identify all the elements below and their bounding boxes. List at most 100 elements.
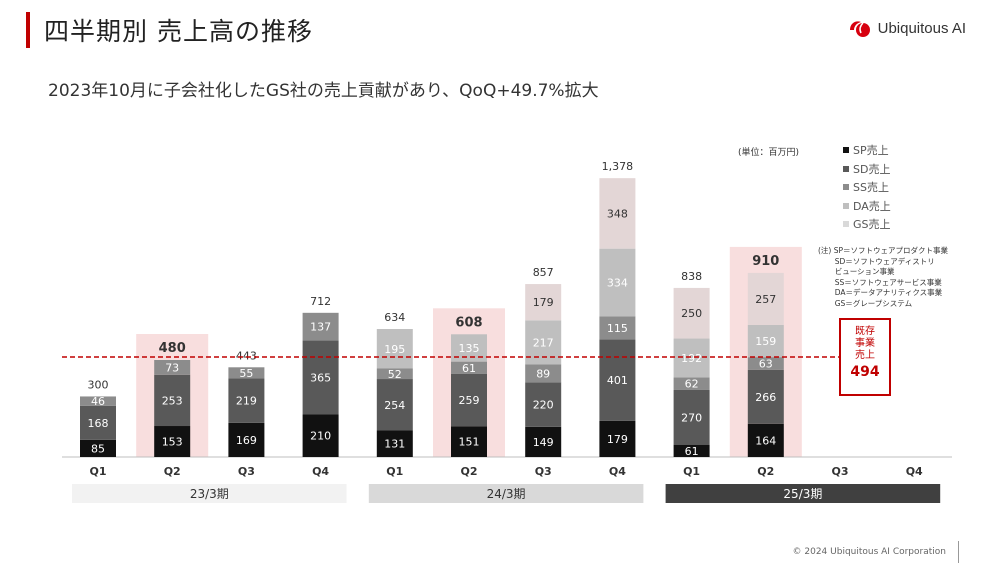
total-label: 712 bbox=[310, 295, 331, 308]
legend-swatch bbox=[843, 147, 849, 154]
data-label: 85 bbox=[91, 442, 105, 455]
tick-label: Q4 bbox=[312, 465, 329, 478]
title-accent-bar bbox=[26, 12, 30, 48]
data-label: 89 bbox=[536, 367, 550, 380]
bar-segment bbox=[599, 339, 636, 421]
legend-swatch bbox=[843, 202, 849, 209]
data-label: 220 bbox=[533, 399, 554, 412]
total-label: 838 bbox=[681, 270, 702, 283]
existing-business-value: 494 bbox=[850, 364, 880, 380]
bar-segment bbox=[228, 367, 265, 379]
period-band bbox=[665, 484, 941, 503]
bar-segment bbox=[525, 364, 562, 383]
total-label: 910 bbox=[752, 254, 779, 269]
data-label: 401 bbox=[607, 374, 628, 387]
bar-segment bbox=[376, 368, 413, 380]
bar-segment bbox=[451, 373, 487, 427]
legend-item: SS売上 bbox=[843, 178, 891, 197]
bar-segment bbox=[80, 439, 116, 457]
company-logo: Ubiquitous AI bbox=[848, 18, 966, 38]
bar-segment bbox=[747, 369, 784, 424]
bar-segment bbox=[525, 382, 562, 427]
data-label: 334 bbox=[607, 276, 628, 289]
data-label: 153 bbox=[162, 436, 183, 449]
legend-item: SD売上 bbox=[843, 160, 891, 179]
bar-segment bbox=[228, 378, 265, 423]
bar-segment bbox=[673, 338, 710, 378]
bar-segment bbox=[451, 426, 487, 457]
bar-segment bbox=[302, 414, 339, 457]
copyright-footer: © 2024 Ubiquitous AI Corporation bbox=[792, 547, 946, 557]
bar-segment bbox=[154, 360, 191, 375]
page-title: 四半期別 売上高の推移 bbox=[44, 17, 313, 46]
data-label: 254 bbox=[384, 399, 405, 412]
bar-segment bbox=[673, 389, 710, 445]
bar-segment bbox=[80, 405, 116, 440]
total-label: 634 bbox=[384, 311, 405, 324]
data-label: 217 bbox=[533, 336, 554, 349]
unit-label: (単位：百万円) bbox=[738, 148, 800, 158]
chart-legend: SP売上 SD売上 SS売上 DA売上 GS売上 bbox=[843, 141, 891, 234]
existing-business-label: 既存 事業 売上 bbox=[855, 326, 875, 361]
total-label: 300 bbox=[88, 378, 109, 391]
data-label: 168 bbox=[88, 417, 109, 430]
bar-segment bbox=[451, 361, 487, 374]
abbreviation-note: (注) SP＝ソフトウェアプロダクト事業 SD＝ソフトウェアディストリ ビューシ… bbox=[818, 246, 949, 308]
data-label: 270 bbox=[681, 411, 702, 424]
legend-item: GS売上 bbox=[843, 215, 891, 234]
data-label: 61 bbox=[685, 445, 699, 458]
bar-segment bbox=[673, 444, 710, 457]
bar-segment bbox=[376, 379, 413, 431]
bar-segment bbox=[525, 284, 562, 321]
data-label: 192 bbox=[681, 352, 702, 365]
legend-swatch bbox=[843, 221, 849, 228]
bar-segment bbox=[376, 329, 413, 369]
tick-label: Q4 bbox=[906, 465, 923, 478]
data-label: 253 bbox=[162, 394, 183, 407]
data-label: 159 bbox=[755, 335, 776, 348]
data-label: 55 bbox=[239, 367, 253, 380]
data-label: 179 bbox=[607, 433, 628, 446]
bar-segment bbox=[599, 178, 636, 249]
bar-segment bbox=[673, 377, 710, 390]
data-label: 149 bbox=[533, 436, 554, 449]
legend-item: DA売上 bbox=[843, 197, 891, 216]
logo-icon bbox=[849, 21, 870, 37]
data-label: 137 bbox=[310, 321, 331, 334]
bar-segment bbox=[228, 422, 265, 457]
tick-label: Q3 bbox=[831, 465, 848, 478]
bar-segment bbox=[154, 374, 191, 427]
total-label: 608 bbox=[455, 315, 482, 330]
legend-label: SP売上 bbox=[853, 144, 889, 158]
data-label: 73 bbox=[165, 361, 179, 374]
tick-label: Q2 bbox=[164, 465, 181, 478]
period-label: 23/3期 bbox=[190, 487, 229, 501]
data-label: 135 bbox=[459, 342, 480, 355]
bar-segment bbox=[599, 316, 636, 340]
total-label: 443 bbox=[236, 349, 257, 362]
bar-segment bbox=[599, 420, 636, 457]
data-label: 62 bbox=[685, 378, 699, 391]
legend-item: SP売上 bbox=[843, 141, 891, 160]
period-band bbox=[72, 484, 347, 503]
bar-segment bbox=[673, 287, 710, 339]
data-label: 250 bbox=[681, 307, 702, 320]
period-band bbox=[368, 484, 644, 503]
data-label: 52 bbox=[388, 368, 402, 381]
footer-divider bbox=[958, 541, 959, 563]
data-label: 131 bbox=[384, 438, 405, 451]
data-label: 210 bbox=[310, 430, 331, 443]
data-label: 365 bbox=[310, 372, 331, 385]
data-label: 46 bbox=[91, 395, 105, 408]
bar-segment bbox=[747, 423, 784, 457]
period-label: 24/3期 bbox=[487, 487, 526, 501]
existing-business-callout: 既存 事業 売上 494 bbox=[839, 318, 891, 396]
data-label: 164 bbox=[755, 434, 776, 447]
data-label: 61 bbox=[462, 362, 476, 375]
page-subtitle: 2023年10月に子会社化したGS社の売上貢献があり、QoQ+49.7%拡大 bbox=[48, 81, 599, 101]
logo-text: Ubiquitous AI bbox=[877, 19, 966, 37]
tick-label: Q1 bbox=[683, 465, 700, 478]
tick-label: Q3 bbox=[238, 465, 255, 478]
bar-segment bbox=[376, 430, 413, 457]
